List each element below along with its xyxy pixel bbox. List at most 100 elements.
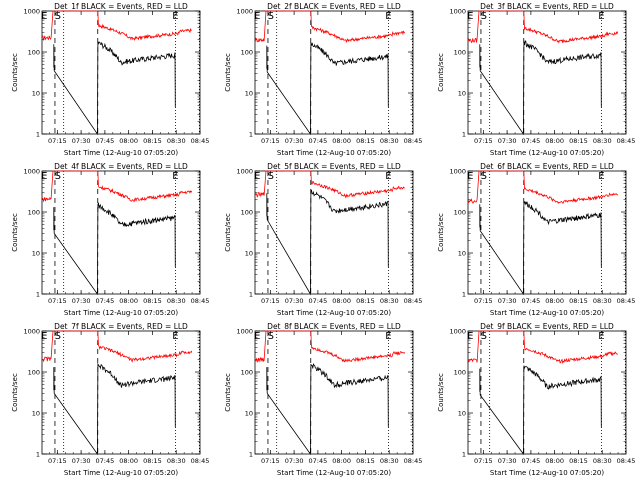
x-tick-label: 08:15 xyxy=(356,297,375,305)
chart-title: Det_3f BLACK = Events, RED = LLD xyxy=(480,2,614,11)
detector-panel-2: Det_2f BLACK = Events, RED = LLD Counts/s… xyxy=(213,0,426,160)
x-tick-label: 08:15 xyxy=(143,137,162,145)
x-tick-label: 08:00 xyxy=(332,457,351,465)
series-lld-line xyxy=(42,170,193,203)
y-tick-label: 1 xyxy=(36,291,40,299)
y-axis-label: Counts/sec xyxy=(437,373,445,412)
series-events-line xyxy=(479,40,602,136)
y-tick-label: 1000 xyxy=(236,328,253,336)
e-marker-label: E xyxy=(467,171,473,182)
chart-title: Det_5f BLACK = Events, RED = LLD xyxy=(267,162,401,171)
series-events-line xyxy=(53,202,176,296)
series-lld-line xyxy=(42,10,192,42)
y-axis-label: Counts/sec xyxy=(437,53,445,92)
y-axis-label: Counts/sec xyxy=(224,53,232,92)
x-axis-label: Start Time (12-Aug-10 07:05:20) xyxy=(490,149,604,157)
y-tick-label: 10 xyxy=(458,90,466,98)
x-tick-label: 07:15 xyxy=(261,137,280,145)
x-tick-label: 08:30 xyxy=(593,457,612,465)
x-tick-label: 08:45 xyxy=(404,297,423,305)
y-tick-label: 1000 xyxy=(236,8,253,16)
chart-title: Det_1f BLACK = Events, RED = LLD xyxy=(54,2,188,11)
y-tick-label: 1 xyxy=(462,451,466,459)
y-tick-label: 1 xyxy=(36,131,40,139)
x-tick-label: 07:30 xyxy=(285,297,304,305)
detector-panel-8: Det_8f BLACK = Events, RED = LLD Counts/s… xyxy=(213,320,426,480)
e-marker-label: E xyxy=(598,11,604,22)
series-events-line xyxy=(266,42,389,136)
x-tick-label: 07:30 xyxy=(498,297,517,305)
detector-chart-4: Det_4f BLACK = Events, RED = LLD Counts/s… xyxy=(11,162,210,317)
x-tick-label: 08:45 xyxy=(617,297,636,305)
x-tick-label: 07:30 xyxy=(498,137,517,145)
x-axis-label: Start Time (12-Aug-10 07:05:20) xyxy=(490,309,604,317)
e-marker-label: E xyxy=(254,11,260,22)
detector-chart-3: Det_3f BLACK = Events, RED = LLD Counts/s… xyxy=(437,2,635,157)
y-tick-label: 1000 xyxy=(449,8,466,16)
y-axis-label: Counts/sec xyxy=(224,213,232,252)
x-tick-label: 07:30 xyxy=(285,457,304,465)
s-marker-label: S xyxy=(268,171,274,182)
detector-chart-6: Det_6f BLACK = Events, RED = LLD Counts/s… xyxy=(437,162,636,317)
x-tick-label: 07:45 xyxy=(522,457,541,465)
x-tick-label: 08:30 xyxy=(593,297,612,305)
y-tick-label: 100 xyxy=(28,369,40,377)
series-events-line xyxy=(266,189,389,296)
detector-panel-7: Det_7f BLACK = Events, RED = LLD Counts/s… xyxy=(0,320,213,480)
plot-frame xyxy=(41,330,201,455)
x-tick-label: 07:30 xyxy=(498,457,517,465)
e-marker-label: E xyxy=(172,171,178,182)
y-tick-label: 100 xyxy=(28,209,40,217)
x-tick-label: 07:45 xyxy=(522,297,541,305)
y-tick-label: 100 xyxy=(241,49,253,57)
series-lld-line xyxy=(254,330,406,363)
y-tick-label: 1 xyxy=(36,451,40,459)
plot-frame xyxy=(41,170,201,295)
x-tick-label: 08:00 xyxy=(119,297,138,305)
y-tick-label: 100 xyxy=(28,49,40,57)
series-events-line xyxy=(53,41,176,136)
x-tick-label: 08:45 xyxy=(191,137,210,145)
x-tick-label: 08:30 xyxy=(167,457,186,465)
x-tick-label: 08:30 xyxy=(593,137,612,145)
x-tick-label: 07:30 xyxy=(72,297,91,305)
x-tick-label: 08:15 xyxy=(569,137,588,145)
detector-chart-7: Det_7f BLACK = Events, RED = LLD Counts/s… xyxy=(11,322,209,477)
e-marker-label: E xyxy=(41,331,47,342)
plot-frame xyxy=(467,170,627,295)
y-tick-label: 10 xyxy=(32,410,40,418)
x-tick-label: 07:45 xyxy=(309,457,328,465)
detector-panel-1: Det_1f BLACK = Events, RED = LLD Counts/s… xyxy=(0,0,213,160)
x-tick-label: 07:15 xyxy=(48,457,67,465)
series-events-line xyxy=(266,362,389,456)
x-tick-label: 07:30 xyxy=(285,137,304,145)
x-tick-label: 08:00 xyxy=(119,137,138,145)
x-axis-label: Start Time (12-Aug-10 07:05:20) xyxy=(64,309,178,317)
x-tick-label: 08:15 xyxy=(569,297,588,305)
y-axis-label: Counts/sec xyxy=(11,53,19,92)
y-tick-label: 1 xyxy=(249,451,253,459)
x-tick-label: 07:45 xyxy=(522,137,541,145)
s-marker-label: S xyxy=(268,331,274,342)
detector-panel-3: Det_3f BLACK = Events, RED = LLD Counts/s… xyxy=(426,0,639,160)
e-marker-label: E xyxy=(172,11,178,22)
x-tick-label: 08:00 xyxy=(545,137,564,145)
x-tick-label: 08:45 xyxy=(404,137,423,145)
series-lld-line xyxy=(467,330,618,364)
e-marker-label: E xyxy=(41,11,47,22)
s-marker-label: S xyxy=(481,11,487,22)
chart-title: Det_8f BLACK = Events, RED = LLD xyxy=(267,322,401,331)
e-marker-label: E xyxy=(598,171,604,182)
s-marker-label: S xyxy=(55,171,61,182)
y-tick-label: 100 xyxy=(454,209,466,217)
x-tick-label: 07:45 xyxy=(96,137,115,145)
x-tick-label: 07:30 xyxy=(72,457,91,465)
e-marker-label: E xyxy=(385,331,391,342)
y-tick-label: 100 xyxy=(454,369,466,377)
x-tick-label: 08:45 xyxy=(404,457,423,465)
plot-frame xyxy=(467,330,627,455)
x-tick-label: 08:45 xyxy=(191,297,210,305)
e-marker-label: E xyxy=(41,171,47,182)
y-tick-label: 1000 xyxy=(449,328,466,336)
s-marker-label: S xyxy=(481,171,487,182)
